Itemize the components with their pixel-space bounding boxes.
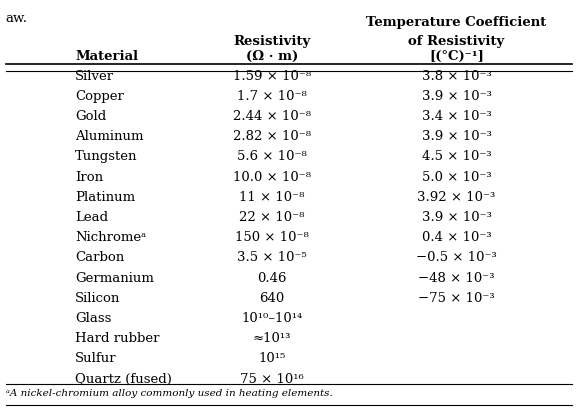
- Text: Copper: Copper: [75, 90, 124, 103]
- Text: 0.46: 0.46: [257, 272, 287, 285]
- Text: Tungsten: Tungsten: [75, 150, 138, 164]
- Text: Resistivity: Resistivity: [233, 35, 310, 48]
- Text: (Ω · m): (Ω · m): [246, 50, 298, 63]
- Text: −75 × 10⁻³: −75 × 10⁻³: [418, 292, 495, 305]
- Text: 3.9 × 10⁻³: 3.9 × 10⁻³: [422, 130, 491, 143]
- Text: 11 × 10⁻⁸: 11 × 10⁻⁸: [239, 191, 305, 204]
- Text: ≈10¹³: ≈10¹³: [253, 332, 291, 345]
- Text: −48 × 10⁻³: −48 × 10⁻³: [418, 272, 495, 285]
- Text: Sulfur: Sulfur: [75, 352, 117, 365]
- Text: 10¹⁵: 10¹⁵: [258, 352, 286, 365]
- Text: aw.: aw.: [6, 12, 28, 26]
- Text: 3.9 × 10⁻³: 3.9 × 10⁻³: [422, 90, 491, 103]
- Text: Silicon: Silicon: [75, 292, 121, 305]
- Text: of Resistivity: of Resistivity: [409, 35, 505, 48]
- Text: Lead: Lead: [75, 211, 108, 224]
- Text: Platinum: Platinum: [75, 191, 135, 204]
- Text: Silver: Silver: [75, 70, 114, 83]
- Text: Nichromeᵃ: Nichromeᵃ: [75, 231, 146, 244]
- Text: Germanium: Germanium: [75, 272, 154, 285]
- Text: 3.8 × 10⁻³: 3.8 × 10⁻³: [422, 70, 491, 83]
- Text: 10.0 × 10⁻⁸: 10.0 × 10⁻⁸: [232, 171, 311, 184]
- Text: 22 × 10⁻⁸: 22 × 10⁻⁸: [239, 211, 305, 224]
- Text: 3.4 × 10⁻³: 3.4 × 10⁻³: [422, 110, 491, 123]
- Text: 1.7 × 10⁻⁸: 1.7 × 10⁻⁸: [237, 90, 306, 103]
- Text: −0.5 × 10⁻³: −0.5 × 10⁻³: [416, 251, 497, 265]
- Text: Carbon: Carbon: [75, 251, 124, 265]
- Text: Gold: Gold: [75, 110, 106, 123]
- Text: 2.82 × 10⁻⁸: 2.82 × 10⁻⁸: [232, 130, 311, 143]
- Text: [(°C)⁻¹]: [(°C)⁻¹]: [429, 50, 484, 63]
- Text: 3.9 × 10⁻³: 3.9 × 10⁻³: [422, 211, 491, 224]
- Text: 3.92 × 10⁻³: 3.92 × 10⁻³: [417, 191, 496, 204]
- Text: Material: Material: [75, 50, 138, 63]
- Text: 10¹⁰–10¹⁴: 10¹⁰–10¹⁴: [241, 312, 302, 325]
- Text: Iron: Iron: [75, 171, 103, 184]
- Text: 640: 640: [259, 292, 284, 305]
- Text: 5.0 × 10⁻³: 5.0 × 10⁻³: [422, 171, 491, 184]
- Text: 150 × 10⁻⁸: 150 × 10⁻⁸: [235, 231, 309, 244]
- Text: Temperature Coefficient: Temperature Coefficient: [366, 16, 547, 30]
- Text: ᵃA nickel-chromium alloy commonly used in heating elements.: ᵃA nickel-chromium alloy commonly used i…: [6, 389, 332, 398]
- Text: 1.59 × 10⁻⁸: 1.59 × 10⁻⁸: [232, 70, 311, 83]
- Text: 5.6 × 10⁻⁸: 5.6 × 10⁻⁸: [237, 150, 306, 164]
- Text: 3.5 × 10⁻⁵: 3.5 × 10⁻⁵: [237, 251, 306, 265]
- Text: Hard rubber: Hard rubber: [75, 332, 160, 345]
- Text: 4.5 × 10⁻³: 4.5 × 10⁻³: [422, 150, 491, 164]
- Text: Quartz (fused): Quartz (fused): [75, 372, 172, 386]
- Text: 75 × 10¹⁶: 75 × 10¹⁶: [240, 372, 303, 386]
- Text: 2.44 × 10⁻⁸: 2.44 × 10⁻⁸: [232, 110, 311, 123]
- Text: Glass: Glass: [75, 312, 112, 325]
- Text: Aluminum: Aluminum: [75, 130, 144, 143]
- Text: 0.4 × 10⁻³: 0.4 × 10⁻³: [422, 231, 491, 244]
